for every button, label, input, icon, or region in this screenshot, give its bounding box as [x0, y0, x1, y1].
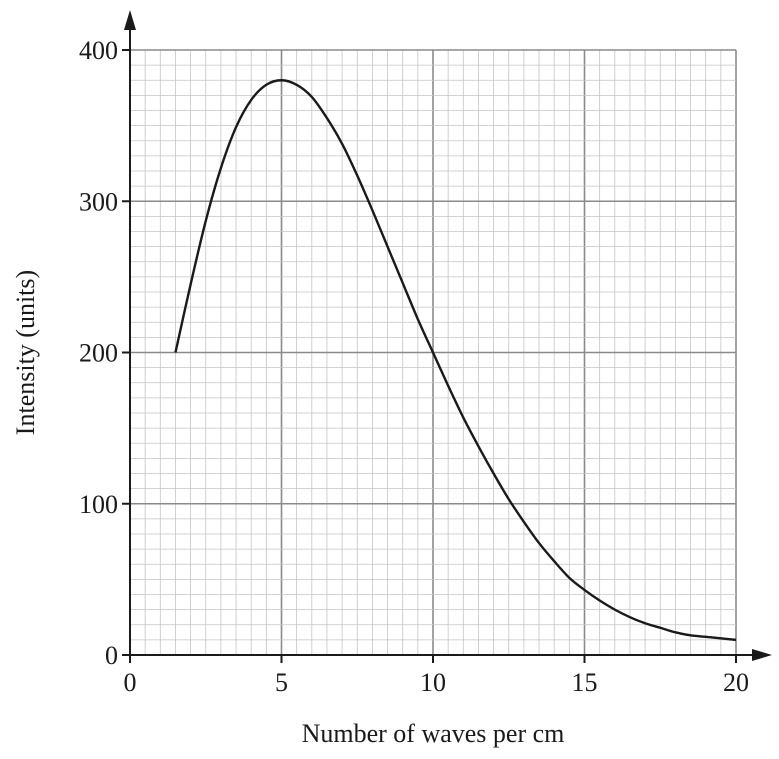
- x-tick-label: 0: [124, 668, 137, 697]
- y-tick-label: 0: [105, 641, 118, 670]
- x-tick-label: 15: [572, 668, 598, 697]
- x-axis-label: Number of waves per cm: [302, 719, 565, 748]
- intensity-curve: [174, 79, 737, 642]
- y-tick-label: 100: [79, 490, 118, 519]
- y-axis-label: Intensity (units): [11, 270, 40, 435]
- y-tick-label: 200: [79, 339, 118, 368]
- x-tick-label: 20: [723, 668, 749, 697]
- axes: [124, 10, 772, 661]
- y-tick-label: 400: [79, 36, 118, 65]
- y-axis-arrowhead: [124, 10, 136, 30]
- series: [174, 79, 737, 642]
- x-tick-label: 5: [275, 668, 288, 697]
- grid: [129, 49, 737, 656]
- x-tick-label: 10: [420, 668, 446, 697]
- y-tick-label: 300: [79, 187, 118, 216]
- x-axis-arrowhead: [752, 649, 772, 661]
